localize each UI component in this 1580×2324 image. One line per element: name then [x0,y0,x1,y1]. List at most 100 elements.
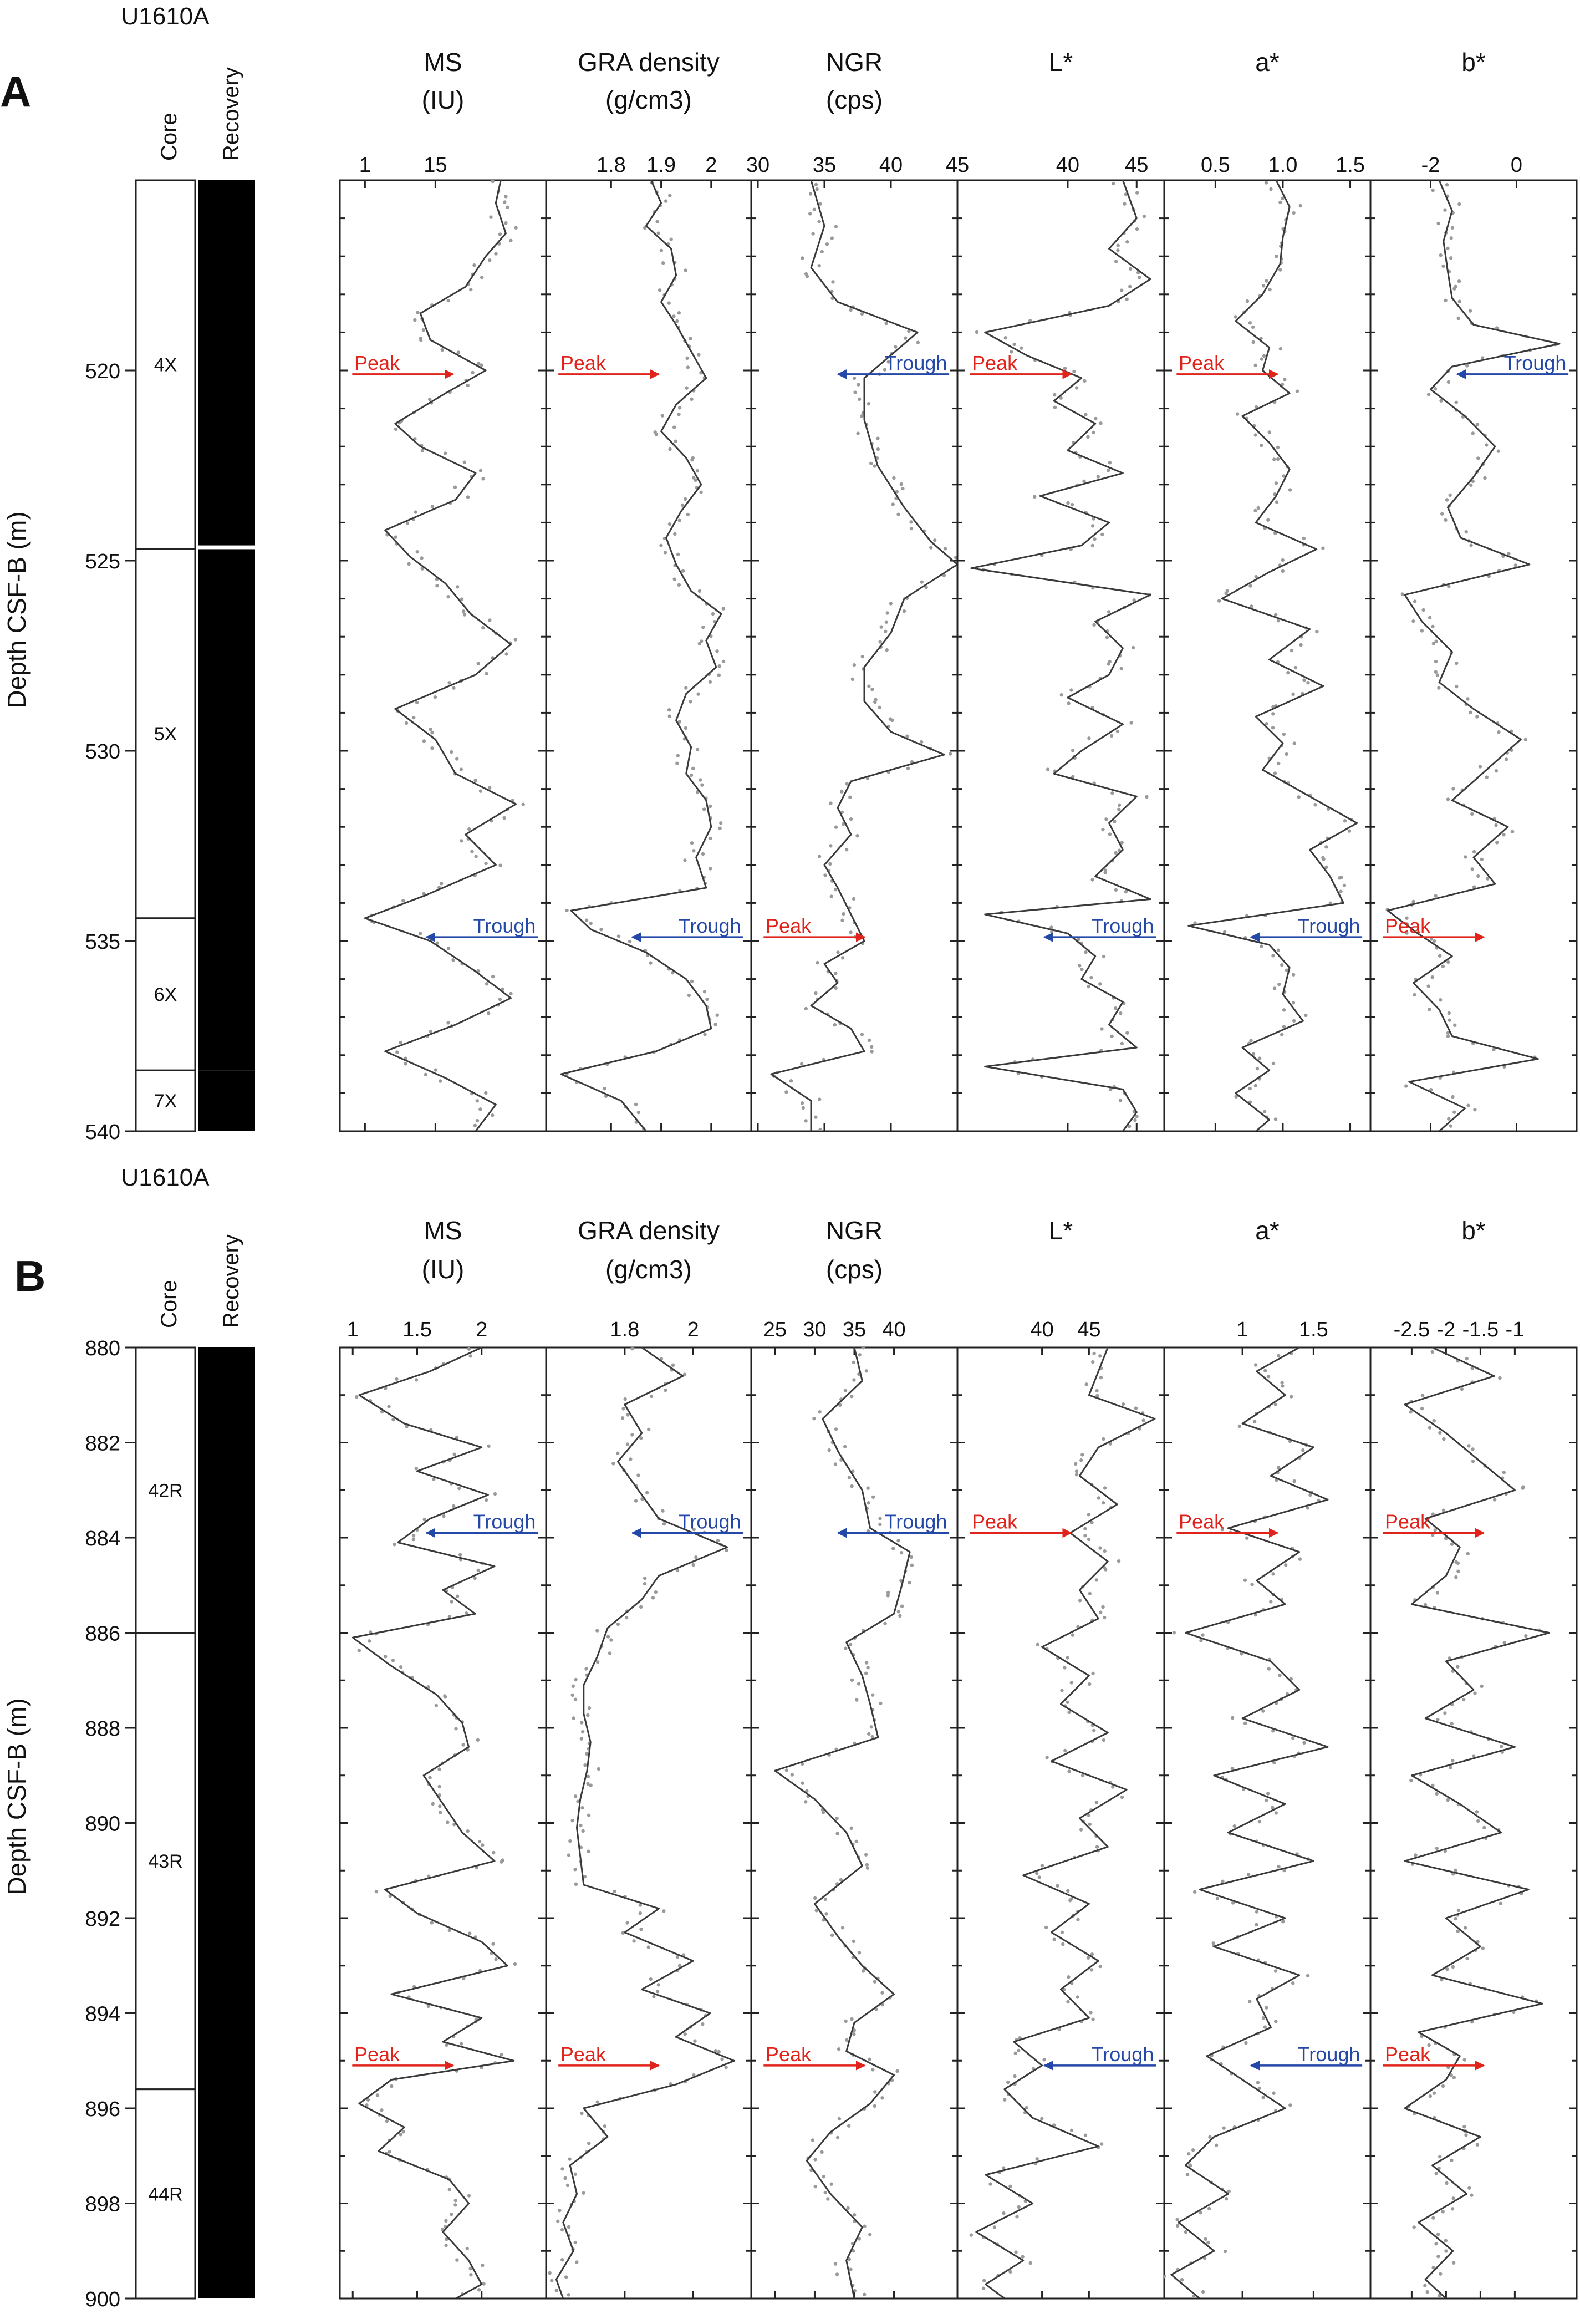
data-point [816,961,819,964]
data-point [884,322,888,325]
data-point [1466,1552,1470,1555]
x-tick-label: 2 [687,1318,699,1341]
data-point [1277,762,1280,765]
data-point [467,1347,471,1351]
data-point [1107,662,1110,665]
data-point [870,1050,873,1053]
data-point [1464,2133,1467,2137]
data-point [667,708,671,711]
data-point [565,909,568,912]
data-point [1451,787,1455,790]
data-point [1476,1819,1480,1823]
data-point [1431,2216,1435,2219]
annotation-label: Peak [1385,2043,1431,2066]
data-point [1066,1889,1069,1893]
data-point [558,2209,561,2212]
data-point [504,652,508,655]
data-point [1114,888,1118,892]
data-point [804,1800,807,1803]
data-point [498,998,502,1001]
x-tick-label: 1.9 [646,154,676,177]
data-point [681,504,684,507]
data-point [834,888,837,891]
trough-annotation: Trough [632,914,743,937]
data-point [878,706,881,709]
data-point [1238,1425,1241,1428]
data-point [993,2225,996,2229]
data-point [818,1128,822,1131]
data-point [690,841,694,845]
annotation-label: Trough [679,1510,741,1533]
data-point [582,2191,585,2195]
data-point [784,1090,788,1094]
x-tick-label: -2.5 [1394,1318,1430,1341]
data-point [358,1649,361,1652]
data-point [1428,1426,1431,1429]
data-point [689,700,692,703]
data-point [1225,2197,1228,2200]
data-point [1338,876,1341,879]
data-point [970,2233,973,2236]
panel-a: A U1610A Depth CSF-B (m) Core Recovery 4… [0,3,1577,1144]
core-label: 42R [148,1480,182,1501]
data-point [494,252,497,255]
data-point [355,1395,358,1399]
data-point [1265,1799,1268,1802]
annotation-label: Peak [1179,1510,1225,1533]
data-point [457,1487,461,1490]
data-point [1440,512,1444,515]
data-point [896,512,900,516]
data-point [677,413,680,416]
data-point [394,535,397,538]
data-point [1104,817,1108,821]
data-point [616,1623,620,1626]
data-point [587,1814,590,1817]
data-point [705,998,709,1001]
data-point [1246,299,1249,303]
track-title: b* [1461,48,1486,77]
data-point [700,783,704,786]
data-point [1485,443,1488,446]
data-point [678,406,681,409]
core-label: 43R [148,1851,182,1872]
data-point [709,805,712,808]
data-point [1125,298,1128,301]
data-point [1263,1110,1266,1113]
x-tick-label: 1 [1237,1318,1248,1341]
track-frame [1370,1347,1577,2298]
annotation-label: Peak [560,352,606,374]
data-point [1255,1910,1258,1913]
series-line-NGR [775,1347,910,2298]
data-point [1476,423,1479,426]
data-point [1456,1562,1460,1565]
data-point [866,1486,869,1489]
data-point [867,684,870,688]
data-point [1470,812,1474,816]
data-point [1495,769,1498,772]
data-point [716,1539,720,1542]
track-frame [340,180,546,1131]
data-point [430,1921,434,1924]
recovery-bar [198,180,255,546]
data-point [1514,563,1517,567]
data-point [391,1659,395,1662]
data-point [834,225,838,228]
data-point [1253,509,1257,512]
data-point [1466,1104,1470,1107]
data-point [1102,1437,1105,1441]
data-point [1280,1381,1283,1384]
data-point [1003,2098,1006,2101]
data-point [1438,2155,1441,2158]
data-point [560,2167,564,2170]
x-tick-label: 25 [763,1318,787,1341]
x-tick-label: 1.0 [1268,154,1298,177]
data-point [621,1407,625,1410]
data-point [1206,2241,1210,2244]
track-title: GRA density [578,1216,720,1245]
data-point [447,681,451,684]
data-point [606,1635,610,1638]
data-point [469,2273,472,2276]
data-point [1277,1865,1280,1868]
data-point [595,1629,599,1632]
peak-annotation: Peak [352,2043,453,2066]
